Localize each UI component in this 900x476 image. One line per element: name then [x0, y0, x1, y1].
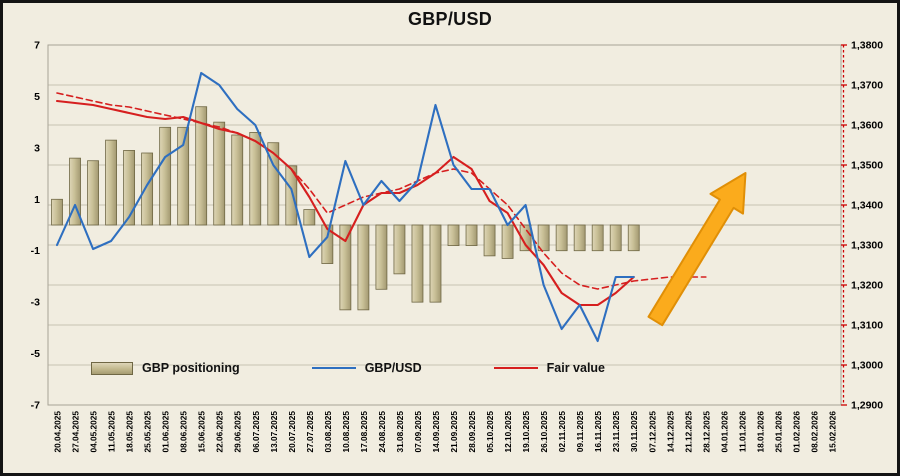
- svg-text:27.04.2025: 27.04.2025: [71, 411, 81, 453]
- legend-item-fair: Fair value: [493, 361, 606, 375]
- svg-text:26.10.2025: 26.10.2025: [539, 411, 549, 453]
- svg-text:31.08.2025: 31.08.2025: [395, 411, 405, 453]
- svg-text:-7: -7: [31, 400, 40, 412]
- svg-text:06.07.2025: 06.07.2025: [251, 411, 261, 453]
- svg-text:01.02.2026: 01.02.2026: [791, 411, 801, 453]
- svg-text:24.08.2025: 24.08.2025: [377, 411, 387, 453]
- svg-text:27.07.2025: 27.07.2025: [305, 411, 315, 453]
- svg-text:11.01.2026: 11.01.2026: [737, 411, 747, 452]
- svg-text:09.11.2025: 09.11.2025: [575, 411, 585, 452]
- svg-text:-5: -5: [31, 348, 40, 360]
- svg-text:04.05.2025: 04.05.2025: [89, 411, 99, 453]
- svg-text:11.05.2025: 11.05.2025: [107, 411, 117, 452]
- svg-text:08.06.2025: 08.06.2025: [179, 411, 189, 453]
- svg-text:1,3000: 1,3000: [851, 360, 883, 372]
- svg-text:07.12.2025: 07.12.2025: [647, 411, 657, 453]
- svg-text:07.09.2025: 07.09.2025: [413, 411, 423, 453]
- svg-text:1,3200: 1,3200: [851, 280, 883, 292]
- svg-text:02.11.2025: 02.11.2025: [557, 411, 567, 452]
- svg-text:28.12.2025: 28.12.2025: [701, 411, 711, 453]
- svg-text:01.06.2025: 01.06.2025: [161, 411, 171, 453]
- svg-text:23.11.2025: 23.11.2025: [611, 411, 621, 452]
- svg-text:5: 5: [34, 91, 40, 103]
- svg-text:10.08.2025: 10.08.2025: [341, 411, 351, 453]
- svg-text:03.08.2025: 03.08.2025: [323, 411, 333, 453]
- svg-text:18.01.2026: 18.01.2026: [755, 411, 765, 453]
- svg-text:1,3300: 1,3300: [851, 240, 883, 252]
- fair-value-line-swatch-icon: [493, 367, 538, 369]
- svg-text:25.01.2026: 25.01.2026: [773, 411, 783, 453]
- svg-text:22.06.2025: 22.06.2025: [215, 411, 225, 453]
- svg-text:13.07.2025: 13.07.2025: [269, 411, 279, 453]
- svg-text:19.10.2025: 19.10.2025: [521, 411, 531, 453]
- chart-canvas: 7 5 3 1 -1 -3 -5 -7 1,3800 1,3700 1,3600 1,3500 1,34…: [31, 40, 884, 453]
- svg-text:16.11.2025: 16.11.2025: [593, 411, 603, 452]
- legend-label-fair: Fair value: [546, 361, 606, 375]
- svg-text:14.12.2025: 14.12.2025: [665, 411, 675, 453]
- svg-text:1: 1: [34, 194, 40, 206]
- chart-title: GBP/USD: [407, 9, 493, 29]
- svg-text:04.01.2026: 04.01.2026: [719, 411, 729, 453]
- svg-text:21.12.2025: 21.12.2025: [683, 411, 693, 453]
- svg-text:30.11.2025: 30.11.2025: [629, 411, 639, 452]
- svg-text:7: 7: [34, 40, 40, 52]
- svg-text:15.02.2026: 15.02.2026: [827, 411, 837, 453]
- svg-text:14.09.2025: 14.09.2025: [431, 411, 441, 453]
- up-trend-arrow-icon: [647, 172, 747, 327]
- gbp-positioning-bar-swatch-icon: [91, 361, 133, 375]
- svg-text:15.06.2025: 15.06.2025: [197, 411, 207, 453]
- svg-text:29.06.2025: 29.06.2025: [233, 411, 243, 453]
- svg-text:17.08.2025: 17.08.2025: [359, 411, 369, 453]
- legend-item-pair: GBP/USD: [311, 361, 422, 375]
- svg-text:21.09.2025: 21.09.2025: [449, 411, 459, 453]
- chart-legend: GBP positioning GBP/USD Fair value: [91, 361, 605, 375]
- gbpusd-line-swatch-icon: [311, 367, 356, 369]
- svg-text:1,3700: 1,3700: [851, 80, 883, 92]
- svg-text:1,3800: 1,3800: [851, 40, 883, 52]
- svg-text:1,2900: 1,2900: [851, 400, 883, 412]
- svg-text:-1: -1: [31, 245, 40, 257]
- svg-text:20.07.2025: 20.07.2025: [287, 411, 297, 453]
- svg-text:05.10.2025: 05.10.2025: [485, 411, 495, 453]
- svg-text:18.05.2025: 18.05.2025: [125, 411, 135, 453]
- svg-text:12.10.2025: 12.10.2025: [503, 411, 513, 453]
- svg-text:28.09.2025: 28.09.2025: [467, 411, 477, 453]
- svg-text:1,3600: 1,3600: [851, 120, 883, 132]
- svg-text:1,3500: 1,3500: [851, 160, 883, 172]
- svg-text:1,3100: 1,3100: [851, 320, 883, 332]
- svg-text:-3: -3: [31, 297, 40, 309]
- svg-text:1,3400: 1,3400: [851, 200, 883, 212]
- legend-label-pair: GBP/USD: [364, 361, 422, 375]
- svg-text:20.04.2025: 20.04.2025: [53, 411, 63, 453]
- svg-text:3: 3: [34, 142, 40, 154]
- legend-label-positioning: GBP positioning: [142, 361, 240, 375]
- legend-item-positioning: GBP positioning: [91, 361, 240, 375]
- svg-text:08.02.2026: 08.02.2026: [809, 411, 819, 453]
- svg-text:25.05.2025: 25.05.2025: [143, 411, 153, 453]
